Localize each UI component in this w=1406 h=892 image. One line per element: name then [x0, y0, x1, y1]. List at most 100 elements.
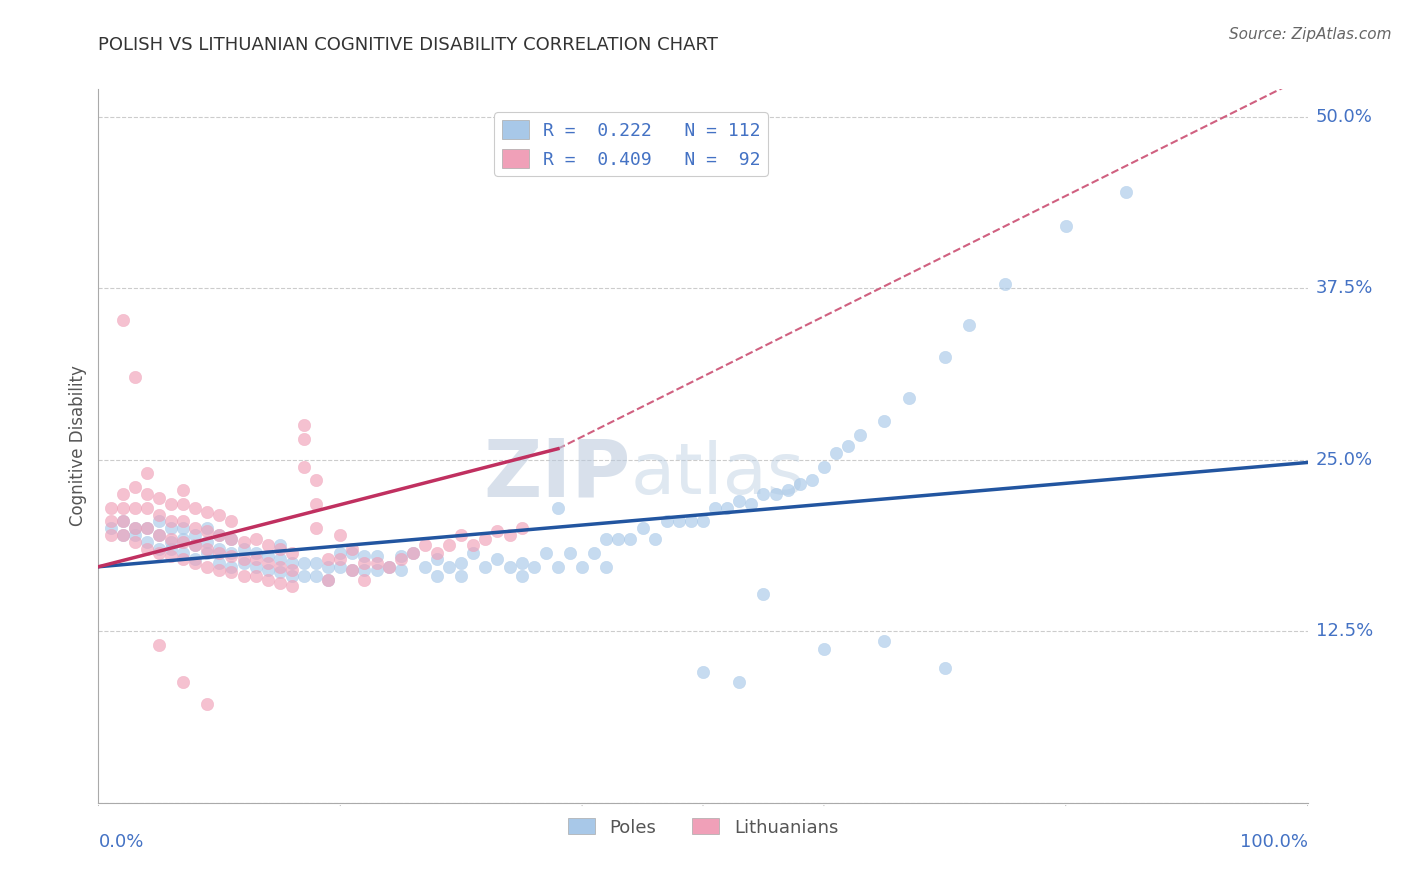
Point: [389, 562, 412, 576]
Point: [292, 556, 315, 570]
Point: [366, 556, 388, 570]
Point: [329, 546, 352, 560]
Point: [269, 566, 291, 580]
Point: [728, 675, 751, 690]
Point: [160, 521, 183, 535]
Point: [547, 500, 569, 515]
Point: [644, 533, 666, 547]
Point: [148, 546, 170, 560]
Point: [269, 559, 291, 574]
Point: [957, 318, 980, 333]
Point: [172, 483, 194, 497]
Point: [523, 559, 546, 574]
Point: [245, 546, 267, 560]
Point: [450, 528, 472, 542]
Point: [740, 497, 762, 511]
Point: [558, 546, 581, 560]
Point: [619, 533, 641, 547]
Point: [486, 551, 509, 566]
Point: [195, 546, 218, 560]
Point: [329, 559, 352, 574]
Point: [498, 528, 520, 542]
Point: [221, 549, 243, 563]
Point: [256, 574, 278, 588]
Point: [292, 418, 315, 433]
Point: [849, 428, 872, 442]
Text: 0.0%: 0.0%: [98, 833, 143, 851]
Point: [595, 533, 617, 547]
Point: [221, 566, 243, 580]
Point: [172, 675, 194, 690]
Point: [316, 551, 339, 566]
Point: [124, 480, 146, 494]
Point: [232, 541, 254, 556]
Point: [583, 546, 606, 560]
Point: [160, 535, 183, 549]
Point: [124, 521, 146, 535]
Point: [668, 515, 690, 529]
Point: [426, 551, 449, 566]
Point: [873, 633, 896, 648]
Point: [221, 533, 243, 547]
Point: [692, 665, 714, 680]
Point: [232, 556, 254, 570]
Point: [342, 541, 364, 556]
Point: [172, 515, 194, 529]
Point: [184, 538, 207, 552]
Point: [474, 533, 496, 547]
Point: [413, 559, 436, 574]
Point: [208, 528, 231, 542]
Point: [329, 528, 352, 542]
Point: [679, 515, 702, 529]
Point: [704, 500, 727, 515]
Point: [148, 508, 170, 522]
Point: [208, 541, 231, 556]
Text: ZIP: ZIP: [484, 435, 630, 514]
Point: [813, 642, 835, 657]
Point: [184, 500, 207, 515]
Point: [195, 697, 218, 711]
Point: [474, 559, 496, 574]
Point: [426, 569, 449, 583]
Point: [195, 559, 218, 574]
Point: [437, 538, 460, 552]
Point: [269, 538, 291, 552]
Point: [269, 551, 291, 566]
Point: [100, 528, 122, 542]
Point: [281, 562, 304, 576]
Text: atlas: atlas: [630, 440, 804, 509]
Point: [789, 477, 811, 491]
Point: [994, 277, 1017, 291]
Point: [148, 491, 170, 505]
Point: [510, 556, 533, 570]
Point: [595, 559, 617, 574]
Point: [245, 533, 267, 547]
Point: [305, 497, 328, 511]
Point: [353, 556, 375, 570]
Point: [463, 546, 485, 560]
Point: [232, 569, 254, 583]
Point: [377, 559, 399, 574]
Point: [547, 559, 569, 574]
Point: [232, 535, 254, 549]
Point: [292, 432, 315, 446]
Point: [256, 562, 278, 576]
Point: [305, 473, 328, 487]
Point: [148, 515, 170, 529]
Point: [172, 497, 194, 511]
Point: [208, 562, 231, 576]
Point: [1115, 185, 1137, 199]
Point: [184, 528, 207, 542]
Point: [195, 505, 218, 519]
Point: [402, 546, 425, 560]
Point: [111, 528, 134, 542]
Point: [450, 569, 472, 583]
Text: Source: ZipAtlas.com: Source: ZipAtlas.com: [1229, 27, 1392, 42]
Point: [1054, 219, 1077, 234]
Point: [571, 559, 593, 574]
Text: 50.0%: 50.0%: [1316, 108, 1372, 126]
Point: [100, 515, 122, 529]
Point: [776, 483, 799, 497]
Point: [607, 533, 630, 547]
Point: [184, 556, 207, 570]
